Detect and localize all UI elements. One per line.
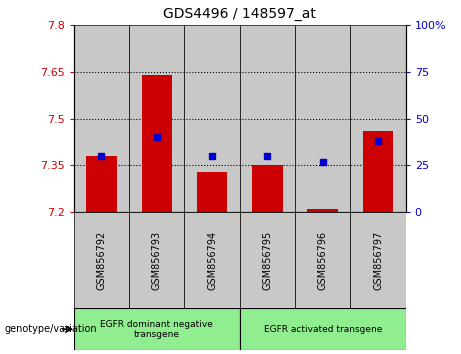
Text: GSM856796: GSM856796	[318, 230, 328, 290]
Bar	[363, 131, 393, 212]
Bar	[350, 212, 406, 308]
Bar	[74, 308, 240, 350]
Bar	[295, 212, 350, 308]
Bar	[184, 25, 240, 212]
Bar	[184, 212, 240, 308]
Bar	[240, 212, 295, 308]
Text: GSM856795: GSM856795	[262, 230, 272, 290]
Bar	[129, 212, 184, 308]
Text: GSM856794: GSM856794	[207, 230, 217, 290]
Text: genotype/variation: genotype/variation	[5, 324, 97, 334]
Bar	[295, 25, 350, 212]
Title: GDS4496 / 148597_at: GDS4496 / 148597_at	[163, 7, 316, 21]
Bar	[350, 25, 406, 212]
Text: GSM856793: GSM856793	[152, 230, 162, 290]
Bar	[129, 25, 184, 212]
Bar	[74, 25, 129, 212]
Text: GSM856792: GSM856792	[96, 230, 106, 290]
Bar	[197, 172, 227, 212]
Bar	[74, 212, 129, 308]
Bar	[307, 209, 338, 212]
Text: EGFR activated transgene: EGFR activated transgene	[264, 325, 382, 334]
Bar	[240, 308, 406, 350]
Bar	[86, 156, 117, 212]
Bar	[142, 75, 172, 212]
Bar	[252, 166, 283, 212]
Text: EGFR dominant negative
transgene: EGFR dominant negative transgene	[100, 320, 213, 339]
Text: GSM856797: GSM856797	[373, 230, 383, 290]
Bar	[240, 25, 295, 212]
